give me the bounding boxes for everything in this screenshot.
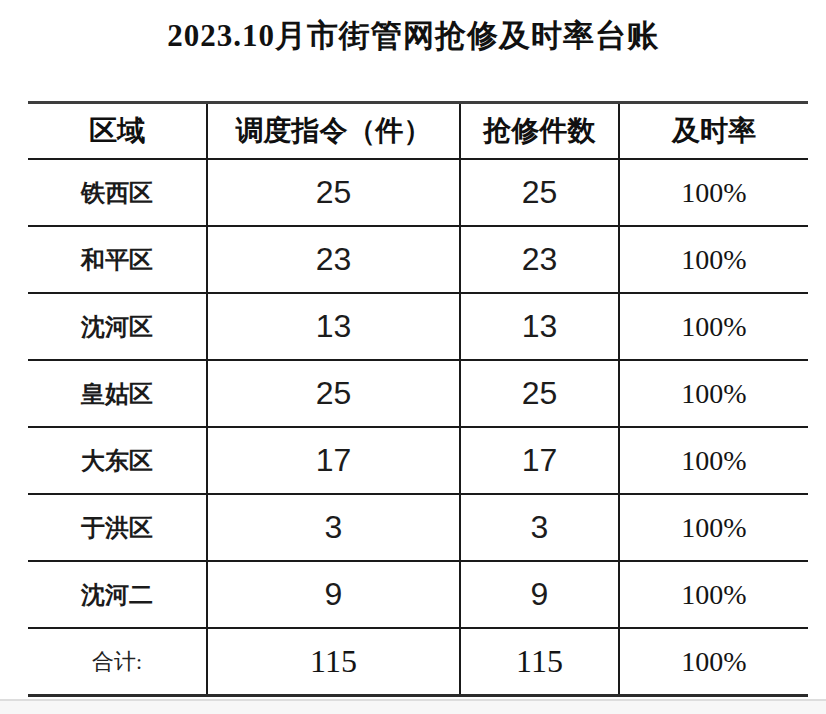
total-rate-cell: 100%: [619, 628, 808, 696]
repairs-cell: 3: [460, 494, 619, 561]
rate-cell: 100%: [619, 293, 808, 360]
table-row: 大东区 17 17 100%: [28, 427, 808, 494]
region-cell: 铁西区: [28, 159, 207, 226]
repairs-cell: 17: [460, 427, 619, 494]
rate-cell: 100%: [619, 427, 808, 494]
rate-cell: 100%: [619, 494, 808, 561]
column-header-region: 区域: [28, 103, 207, 160]
table-header-row: 区域 调度指令（件） 抢修件数 及时率: [28, 103, 808, 160]
total-repairs-cell: 115: [460, 628, 619, 696]
total-dispatch-cell: 115: [207, 628, 460, 696]
dispatch-cell: 17: [207, 427, 460, 494]
column-header-repairs: 抢修件数: [460, 103, 619, 160]
table-row: 和平区 23 23 100%: [28, 226, 808, 293]
table-row: 沈河二 9 9 100%: [28, 561, 808, 628]
repairs-cell: 13: [460, 293, 619, 360]
region-cell: 皇姑区: [28, 360, 207, 427]
dispatch-cell: 9: [207, 561, 460, 628]
total-label-cell: 合计:: [28, 628, 207, 696]
region-cell: 沈河区: [28, 293, 207, 360]
table-row: 皇姑区 25 25 100%: [28, 360, 808, 427]
page-bottom-edge: [0, 699, 826, 714]
dispatch-cell: 23: [207, 226, 460, 293]
dispatch-cell: 13: [207, 293, 460, 360]
column-header-dispatch: 调度指令（件）: [207, 103, 460, 160]
table-row: 铁西区 25 25 100%: [28, 159, 808, 226]
dispatch-cell: 25: [207, 360, 460, 427]
region-cell: 于洪区: [28, 494, 207, 561]
page-title: 2023.10月市街管网抢修及时率台账: [0, 0, 826, 57]
document-page: 2023.10月市街管网抢修及时率台账 区域 调度指令（件） 抢修件数 及时率 …: [0, 0, 826, 714]
repairs-cell: 23: [460, 226, 619, 293]
region-cell: 大东区: [28, 427, 207, 494]
dispatch-cell: 25: [207, 159, 460, 226]
table-total-row: 合计: 115 115 100%: [28, 628, 808, 696]
repairs-cell: 25: [460, 159, 619, 226]
rate-cell: 100%: [619, 561, 808, 628]
rate-cell: 100%: [619, 360, 808, 427]
repairs-cell: 25: [460, 360, 619, 427]
rate-cell: 100%: [619, 159, 808, 226]
repair-ledger-table: 区域 调度指令（件） 抢修件数 及时率 铁西区 25 25 100% 和平区 2…: [28, 101, 808, 697]
dispatch-cell: 3: [207, 494, 460, 561]
repairs-cell: 9: [460, 561, 619, 628]
rate-cell: 100%: [619, 226, 808, 293]
region-cell: 和平区: [28, 226, 207, 293]
region-cell: 沈河二: [28, 561, 207, 628]
table-row: 于洪区 3 3 100%: [28, 494, 808, 561]
column-header-rate: 及时率: [619, 103, 808, 160]
table-row: 沈河区 13 13 100%: [28, 293, 808, 360]
